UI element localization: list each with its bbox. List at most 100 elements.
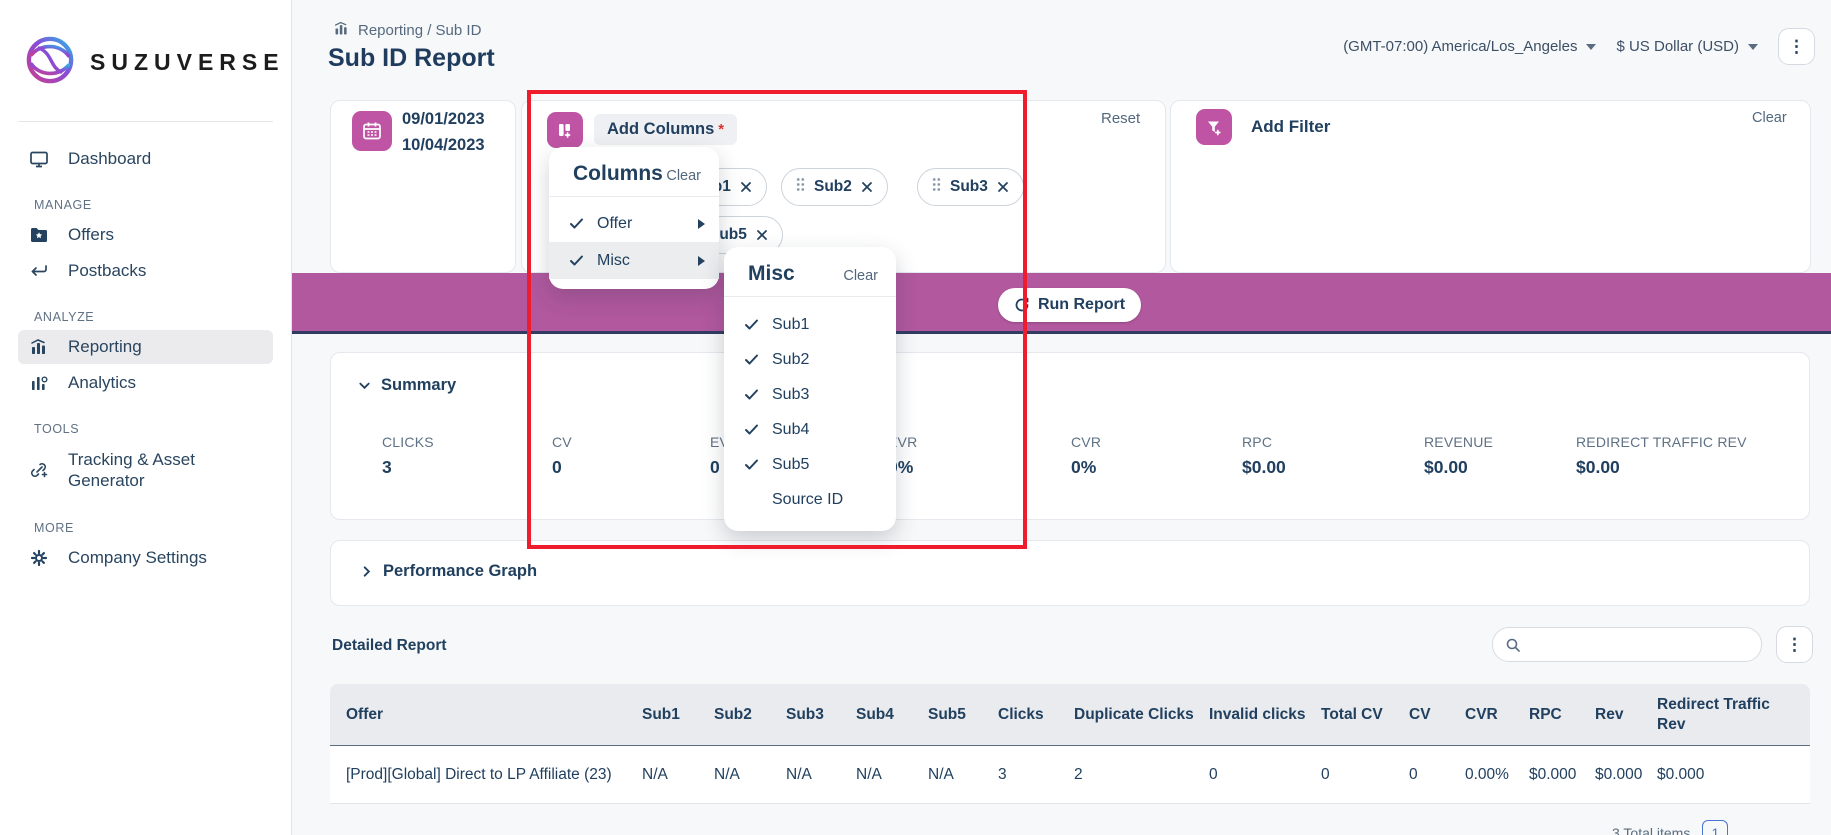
table-cell: N/A — [642, 765, 668, 783]
kebab-icon: ⋮ — [1786, 635, 1803, 654]
filter-clear-button[interactable]: Clear — [1752, 110, 1787, 126]
chevron-right-icon — [363, 566, 371, 577]
column-header[interactable]: Duplicate Clicks — [1074, 705, 1194, 723]
menu-item-sub1[interactable]: Sub1 — [724, 307, 896, 342]
remove-chip-icon[interactable] — [756, 229, 768, 241]
metric-redirect-traffic-rev: REDIRECT TRAFFIC REV $0.00 — [1576, 434, 1747, 478]
table-cell: 0.00% — [1465, 765, 1509, 783]
column-header[interactable]: Clicks — [998, 705, 1044, 723]
misc-clear-button[interactable]: Clear — [843, 268, 878, 284]
check-icon — [744, 317, 761, 332]
sidebar-item-label: Analytics — [68, 373, 137, 392]
sidebar-item-label: Tracking & Asset Generator — [68, 450, 195, 491]
pagination-page-1[interactable]: 1 — [1702, 820, 1729, 835]
section-label-more: MORE — [34, 520, 74, 535]
calendar-icon — [363, 122, 381, 140]
columns-menu-header: Columns Clear — [549, 147, 719, 197]
table-cell: N/A — [856, 765, 882, 783]
table-cell: $0.000 — [1529, 765, 1577, 783]
column-header[interactable]: RPC — [1529, 705, 1562, 723]
misc-submenu: Misc Clear Sub1 Sub2 Sub3 Sub4 — [724, 247, 896, 531]
clicks-link[interactable]: 3 — [998, 765, 1007, 783]
column-header[interactable]: Sub4 — [856, 705, 894, 723]
offer-link[interactable]: [Prod][Global] Direct to LP Affiliate (2… — [346, 765, 612, 783]
sidebar-item-offers[interactable]: Offers — [18, 218, 273, 252]
add-columns-label: Add Columns — [607, 120, 715, 138]
column-header[interactable]: Offer — [346, 705, 384, 723]
logo[interactable]: SUZUVERSE — [0, 0, 291, 91]
menu-item-misc[interactable]: Misc — [549, 242, 719, 279]
metric-label: REDIRECT TRAFFIC REV — [1576, 434, 1747, 450]
menu-item-sub3[interactable]: Sub3 — [724, 377, 896, 412]
timezone-select[interactable]: (GMT-07:00) America/Los_Angeles — [1343, 38, 1597, 55]
drag-handle-icon[interactable] — [932, 177, 941, 197]
menu-item-label: Offer — [597, 214, 633, 232]
column-header[interactable]: Invalid clicks — [1209, 705, 1306, 723]
column-header[interactable]: Sub3 — [786, 705, 824, 723]
calendar-button[interactable] — [352, 111, 392, 151]
column-chip-sub2[interactable]: Sub2 — [781, 168, 888, 206]
sidebar-item-label: Reporting — [68, 337, 142, 356]
menu-item-offer[interactable]: Offer — [549, 205, 719, 242]
section-label-analyze: ANALYZE — [34, 310, 95, 324]
link-plus-icon — [28, 460, 50, 480]
search-input[interactable] — [1529, 636, 1749, 653]
add-filter-label[interactable]: Add Filter — [1251, 117, 1331, 136]
metric-cv: CV 0 — [552, 434, 572, 478]
menu-item-sub2[interactable]: Sub2 — [724, 342, 896, 377]
metric-value: 0% — [1071, 457, 1097, 477]
column-header[interactable]: Sub2 — [714, 705, 752, 723]
sidebar-item-label: Company Settings — [68, 547, 207, 567]
remove-chip-icon[interactable] — [861, 181, 873, 193]
add-filter-icon-button[interactable] — [1196, 109, 1232, 145]
columns-clear-button[interactable]: Clear — [666, 168, 701, 184]
date-range-values[interactable]: 09/01/2023 10/04/2023 — [402, 106, 485, 158]
performance-graph-toggle[interactable]: Performance Graph — [360, 562, 537, 581]
metric-label: CV — [552, 434, 572, 450]
sidebar: SUZUVERSE Dashboard MANAGE — [0, 0, 292, 835]
column-header[interactable]: Total CV — [1321, 705, 1383, 723]
add-columns-button[interactable]: Add Columns * — [594, 114, 738, 145]
remove-chip-icon[interactable] — [740, 181, 752, 193]
summary-card — [330, 352, 1810, 520]
sidebar-item-analytics[interactable]: Analytics — [18, 366, 273, 400]
date-start: 09/01/2023 — [402, 110, 485, 128]
sidebar-item-postbacks[interactable]: Postbacks — [18, 254, 273, 288]
sidebar-item-reporting[interactable]: Reporting — [18, 330, 273, 364]
metric-revenue: REVENUE $0.00 — [1424, 434, 1493, 478]
drag-handle-icon[interactable] — [796, 177, 805, 197]
column-header[interactable]: Redirect Traffic Rev — [1657, 696, 1770, 733]
menu-item-label: Misc — [597, 251, 630, 269]
reset-button[interactable]: Reset — [1101, 110, 1141, 127]
sidebar-item-tracking-asset-generator[interactable]: Tracking & Asset Generator — [18, 442, 273, 499]
metric-value: $0.00 — [1242, 457, 1286, 477]
table-row: [Prod][Global] Direct to LP Affiliate (2… — [330, 746, 1810, 804]
menu-item-source-id[interactable]: Source ID — [724, 482, 896, 517]
table-cell: 0 — [1409, 765, 1418, 783]
column-header[interactable]: Sub5 — [928, 705, 966, 723]
column-header[interactable]: CV — [1409, 705, 1431, 723]
chevron-down-icon — [1586, 43, 1597, 50]
gear-icon — [28, 548, 50, 568]
menu-item-sub4[interactable]: Sub4 — [724, 412, 896, 447]
column-header[interactable]: Rev — [1595, 705, 1624, 723]
table-cell: N/A — [714, 765, 740, 783]
run-report-button[interactable]: Run Report — [998, 288, 1141, 322]
column-chip-sub3[interactable]: Sub3 — [917, 168, 1024, 206]
breadcrumb[interactable]: Reporting / Sub ID — [333, 20, 481, 41]
table-options-button[interactable]: ⋮ — [1776, 626, 1813, 663]
check-icon — [744, 352, 761, 367]
more-options-button[interactable]: ⋮ — [1778, 28, 1815, 65]
remove-chip-icon[interactable] — [997, 181, 1009, 193]
column-header[interactable]: CVR — [1465, 705, 1498, 723]
add-columns-icon-button[interactable] — [547, 112, 583, 148]
menu-item-label: Sub4 — [772, 420, 810, 438]
menu-item-sub5[interactable]: Sub5 — [724, 447, 896, 482]
sidebar-item-dashboard[interactable]: Dashboard — [18, 142, 273, 176]
sidebar-item-company-settings[interactable]: Company Settings — [18, 541, 273, 575]
columns-menu: Columns Clear Offer Misc — [549, 147, 719, 289]
summary-toggle[interactable]: Summary — [358, 376, 456, 395]
currency-select[interactable]: $ US Dollar (USD) — [1616, 38, 1758, 55]
column-header[interactable]: Sub1 — [642, 705, 680, 723]
table-search[interactable] — [1492, 627, 1762, 662]
